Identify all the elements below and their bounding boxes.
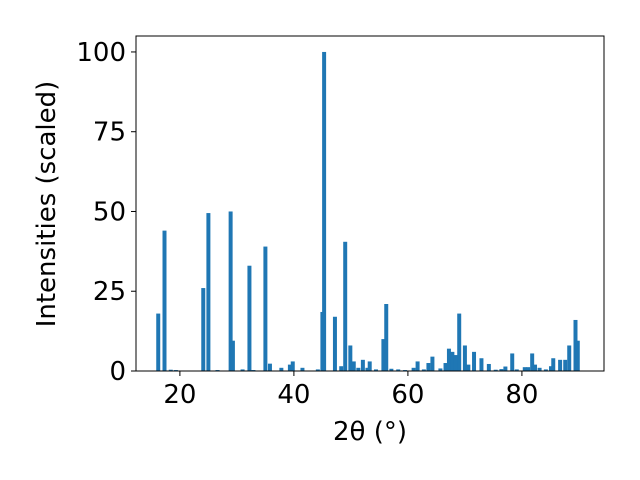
bar-24	[348, 345, 353, 371]
bar-14	[279, 367, 284, 371]
x-tick-label-0: 20	[163, 380, 196, 410]
bar-2	[168, 369, 173, 371]
bar-50	[479, 358, 484, 371]
y-axis-ticks: 0 25 50 75 100	[76, 38, 136, 387]
bar-45	[453, 355, 458, 371]
bar-65	[558, 359, 563, 371]
bar-23	[343, 241, 348, 371]
y-tick-label-1: 25	[93, 277, 126, 307]
bar-31	[381, 339, 386, 371]
bar-46	[457, 313, 462, 371]
bar-7	[228, 211, 233, 371]
bar-42	[443, 363, 448, 371]
y-tick-label-0: 0	[109, 357, 126, 387]
bar-39	[426, 363, 431, 371]
bar-34	[396, 369, 401, 371]
bar-30	[373, 369, 378, 371]
bar-53	[499, 369, 504, 371]
bar-10	[247, 265, 252, 371]
bar-1	[162, 230, 167, 371]
x-tick-label-2: 60	[391, 380, 424, 410]
x-tick-label-3: 80	[505, 380, 538, 410]
bar-18	[315, 369, 320, 371]
bar-44	[450, 351, 455, 371]
bar-49	[472, 351, 477, 371]
x-axis-label: 2θ (°)	[333, 417, 407, 447]
bar-33	[389, 368, 394, 371]
bar-56	[514, 369, 519, 371]
bar-67	[567, 345, 572, 371]
bar-5	[206, 213, 211, 371]
bar-20	[322, 51, 327, 371]
plot-area	[136, 36, 604, 371]
bar-40	[430, 356, 435, 371]
bar-15	[287, 364, 292, 371]
bar-12	[263, 246, 268, 371]
bar-9	[240, 369, 245, 371]
bar-52	[493, 369, 498, 371]
bar-16	[290, 361, 295, 371]
bar-28	[365, 367, 370, 371]
bar-38	[421, 369, 426, 371]
bar-60	[533, 364, 538, 371]
bar-43	[446, 348, 451, 371]
bars-group	[156, 51, 580, 371]
bar-55	[510, 353, 515, 371]
bar-8	[230, 340, 235, 371]
bar-26	[356, 367, 361, 371]
bar-4	[201, 288, 206, 371]
bar-54	[503, 366, 508, 371]
bar-36	[411, 367, 416, 371]
bar-51	[486, 363, 491, 371]
bar-62	[543, 369, 548, 371]
bar-0	[156, 313, 161, 371]
bar-37	[415, 361, 420, 371]
bar-13	[267, 363, 272, 371]
y-tick-label-3: 75	[93, 118, 126, 148]
bar-27	[360, 359, 365, 371]
bar-47	[462, 345, 467, 371]
y-axis-label: Intensities (scaled)	[32, 81, 62, 328]
bar-32	[384, 304, 389, 371]
bar-29	[367, 361, 372, 371]
bar-61	[537, 367, 542, 371]
bar-57	[522, 367, 527, 371]
plot-frame	[135, 35, 605, 372]
x-axis-ticks: 20 40 60 80	[163, 371, 538, 410]
bar-41	[438, 368, 443, 371]
y-tick-label-2: 50	[93, 197, 126, 227]
bar-58	[526, 367, 531, 371]
bar-69	[575, 340, 580, 371]
x-tick-label-1: 40	[277, 380, 310, 410]
bar-17	[300, 367, 305, 371]
bar-68	[573, 319, 578, 371]
bar-25	[351, 361, 356, 371]
bar-22	[339, 366, 344, 371]
bar-59	[530, 353, 535, 371]
bar-48	[466, 364, 471, 371]
bar-21	[332, 316, 337, 371]
y-tick-label-4: 100	[76, 38, 126, 68]
bar-63	[548, 366, 553, 371]
bar-64	[551, 358, 556, 371]
bar-66	[563, 359, 568, 371]
